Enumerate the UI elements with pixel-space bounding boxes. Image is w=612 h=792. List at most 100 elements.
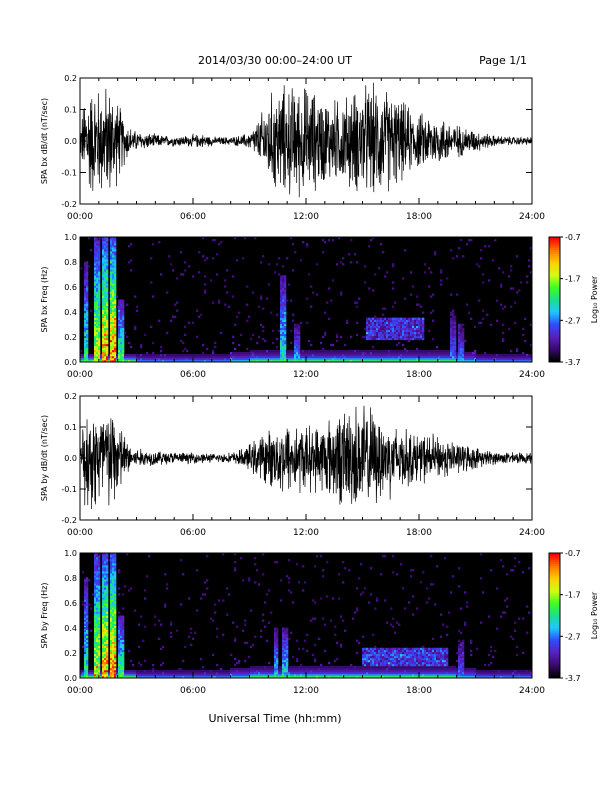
heat-cell xyxy=(370,321,373,324)
heat-cell xyxy=(102,331,105,335)
heat-cell xyxy=(86,287,89,290)
heat-cell xyxy=(284,649,287,653)
heat-cell xyxy=(278,359,281,363)
heat-cell xyxy=(284,671,287,675)
heat-cell xyxy=(286,655,289,659)
heat-cell xyxy=(344,671,347,675)
heat-cell xyxy=(102,629,105,632)
heat-cell xyxy=(216,253,219,256)
heat-cell xyxy=(106,271,109,274)
heat-cell xyxy=(522,327,525,331)
heat-cell xyxy=(398,335,401,339)
heat-cell xyxy=(326,357,329,361)
heat-cell xyxy=(496,355,499,359)
heat-cell xyxy=(118,675,121,679)
heat-cell xyxy=(236,671,239,675)
heat-cell xyxy=(104,659,107,663)
heat-cell xyxy=(98,629,101,632)
heat-cell xyxy=(304,355,307,359)
heat-cell xyxy=(152,671,155,675)
heat-cell xyxy=(264,601,267,604)
heat-cell xyxy=(114,575,117,578)
heat-cell xyxy=(454,347,457,351)
heat-cell xyxy=(204,291,207,294)
heat-cell xyxy=(282,649,285,653)
heat-cell xyxy=(416,353,419,357)
heat-cell xyxy=(104,577,107,580)
heat-cell xyxy=(378,673,381,677)
heat-cell xyxy=(286,659,289,663)
heat-cell xyxy=(406,337,409,341)
heat-cell xyxy=(222,359,225,363)
heat-cell xyxy=(416,303,419,306)
heat-cell xyxy=(364,351,367,355)
heat-cell xyxy=(378,653,381,657)
heat-cell xyxy=(108,357,111,361)
heat-cell xyxy=(282,653,285,657)
heat-cell xyxy=(362,335,365,339)
heat-cell xyxy=(360,673,363,677)
heat-cell xyxy=(398,327,401,331)
heat-cell xyxy=(498,359,501,363)
heat-cell xyxy=(432,337,435,341)
heat-cell xyxy=(408,339,411,343)
heat-cell xyxy=(308,665,311,669)
heat-cell xyxy=(376,669,379,673)
heat-cell xyxy=(370,333,373,337)
heat-cell xyxy=(94,261,97,264)
heat-cell xyxy=(336,333,339,337)
heat-cell xyxy=(82,603,85,606)
heat-cell xyxy=(316,359,319,363)
heat-cell xyxy=(106,629,109,632)
colorbar-swatch xyxy=(549,341,560,344)
heat-cell xyxy=(270,357,273,361)
heat-cell xyxy=(466,355,469,359)
heat-cell xyxy=(354,355,357,359)
heat-cell xyxy=(120,645,123,649)
heat-cell xyxy=(280,331,283,335)
heat-cell xyxy=(120,329,123,333)
heat-cell xyxy=(386,329,389,333)
heat-cell xyxy=(286,299,289,302)
heat-cell xyxy=(98,665,101,669)
heat-cell xyxy=(124,357,127,361)
x-tick-label: 12:00 xyxy=(293,212,319,222)
heat-cell xyxy=(146,355,149,359)
heat-cell xyxy=(192,669,195,673)
heat-cell xyxy=(102,647,105,651)
heat-cell xyxy=(196,673,199,677)
heat-cell xyxy=(420,325,423,329)
heat-cell xyxy=(282,327,285,331)
heat-cell xyxy=(502,331,505,335)
heat-cell xyxy=(96,593,99,596)
heat-cell xyxy=(120,615,123,618)
heat-cell xyxy=(528,353,531,357)
heat-cell xyxy=(94,355,97,359)
heat-cell xyxy=(112,591,115,594)
heat-cell xyxy=(388,337,391,341)
heat-cell xyxy=(278,353,281,357)
heat-cell xyxy=(284,357,287,361)
heat-cell xyxy=(368,675,371,679)
heat-cell xyxy=(166,353,169,357)
heat-cell xyxy=(364,335,367,339)
heat-cell xyxy=(374,359,377,363)
heat-cell xyxy=(366,657,369,661)
heat-cell xyxy=(180,357,183,361)
heat-cell xyxy=(348,667,351,671)
heat-cell xyxy=(312,359,315,363)
heat-cell xyxy=(82,645,85,649)
heat-cell xyxy=(380,325,383,329)
heat-cell xyxy=(382,673,385,677)
heat-cell xyxy=(416,349,419,353)
heat-cell xyxy=(122,343,125,347)
waveform-trace xyxy=(80,405,532,509)
heat-cell xyxy=(178,353,181,357)
heat-cell xyxy=(110,617,113,620)
heat-cell xyxy=(120,337,123,341)
heat-cell xyxy=(98,331,101,335)
heat-cell xyxy=(294,347,297,351)
heat-cell xyxy=(94,577,97,580)
heat-cell xyxy=(124,359,127,363)
heat-cell xyxy=(244,619,247,622)
